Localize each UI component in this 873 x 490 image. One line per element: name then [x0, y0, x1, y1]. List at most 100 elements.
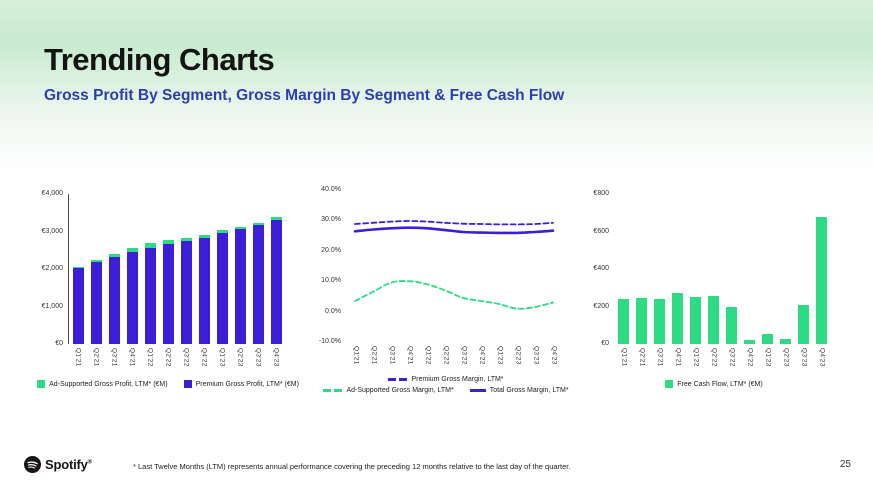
bar-segment	[108, 257, 120, 344]
x-axis-label: Q3'22	[728, 348, 736, 367]
x-axis-label: Q1'21	[620, 348, 628, 367]
legend-label: Ad-Supported Gross Profit, LTM* (€M)	[49, 380, 168, 388]
bar-segment	[761, 333, 773, 344]
bar-segment	[108, 253, 120, 257]
plot-area	[346, 190, 562, 342]
x-axis-label: Q2'21	[638, 348, 646, 367]
y-axis-label: 0.0%	[325, 307, 341, 315]
x-axis-label: Q1'23	[764, 348, 772, 367]
bar-segment	[653, 298, 665, 344]
legend-item: Free Cash Flow, LTM* (€M)	[665, 380, 763, 388]
bar-segment	[216, 232, 228, 344]
y-axis-label: 20.0%	[321, 246, 341, 254]
bar-slot	[213, 230, 231, 344]
x-axis-label: Q1'22	[424, 346, 432, 365]
y-axis-label: €200	[593, 302, 609, 310]
bar-slot	[668, 293, 686, 344]
bar-segment	[216, 230, 228, 233]
bar-segment	[72, 268, 84, 344]
x-axis-label: Q3'22	[460, 346, 468, 365]
x-axis: Q1'21 Q2'21 Q3'21 Q4'21 Q1'22 Q2'22 Q3'22 Q4'22…	[614, 348, 830, 367]
legend-line-marker	[469, 389, 486, 392]
bar-slot	[614, 299, 632, 344]
bar-slot	[231, 227, 249, 344]
x-axis-label: Q3'23	[532, 346, 540, 365]
x-axis: Q1'21 Q2'21 Q3'21 Q4'21 Q1'22 Q2'22 Q3'22 Q4'22…	[346, 346, 562, 365]
bar-slot	[686, 296, 704, 344]
x-axis-label: Q3'21	[656, 348, 664, 367]
bar-slot	[722, 307, 740, 344]
x-axis-label: Q3'22	[182, 348, 190, 367]
registered-mark: ®	[87, 459, 92, 466]
bar-segment	[671, 293, 683, 344]
bar-slot	[812, 217, 830, 344]
line-series	[354, 280, 554, 310]
spotify-logo-icon	[24, 456, 41, 473]
bar-slot	[87, 259, 105, 344]
y-axis-label: €400	[593, 265, 609, 272]
x-axis-label: Q1'23	[496, 346, 504, 365]
legend-item: Premium Gross Margin, LTM*	[388, 376, 504, 383]
x-axis-label: Q2'21	[370, 346, 378, 365]
legend: Ad-Supported Gross Profit, LTM* (€M) Prem…	[23, 380, 313, 388]
legend-label: Premium Gross Profit, LTM* (€M)	[195, 380, 299, 388]
legend: Premium Gross Margin, LTM* Ad-Supported G…	[301, 376, 591, 394]
x-axis-label: Q2'22	[710, 348, 718, 367]
x-axis-label: Q4'22	[200, 348, 208, 367]
x-axis-label: Q3'21	[110, 348, 118, 367]
y-axis: €0 €200 €400 €600 €800	[584, 190, 611, 347]
bar-segment	[617, 299, 629, 344]
bar-slot	[740, 340, 758, 344]
y-axis-label: -10.0%	[318, 338, 341, 345]
x-axis-label: Q4'21	[406, 346, 414, 365]
legend-dash-marker	[323, 389, 343, 392]
bar-slot	[249, 222, 267, 344]
bar-segment	[198, 234, 210, 238]
x-axis-label: Q4'23	[818, 348, 826, 367]
bar-slot	[650, 298, 668, 344]
bar-slot	[267, 216, 285, 344]
bar-segment	[144, 247, 156, 344]
bar-segment	[797, 304, 809, 344]
legend-swatch	[183, 380, 192, 388]
bar-segment	[270, 220, 282, 344]
y-axis-label: €600	[593, 227, 609, 235]
x-axis-label: Q1'21	[74, 348, 82, 367]
line-series	[353, 226, 555, 235]
x-axis-label: Q3'23	[254, 348, 262, 367]
bar-segment	[252, 224, 264, 344]
x-axis-label: Q2'23	[236, 348, 244, 367]
bar-segment	[198, 237, 210, 344]
x-axis-label: Q4'21	[128, 348, 136, 367]
bar-slot	[776, 339, 794, 344]
bar-slot	[632, 297, 650, 344]
bar-segment	[689, 296, 701, 344]
legend-row: Ad-Supported Gross Margin, LTM* Total Gro…	[323, 387, 569, 394]
x-axis-label: Q4'23	[272, 348, 280, 367]
y-axis: €0 €1,000 €2,000 €3,000 €4,000	[38, 190, 65, 347]
y-axis-label: €800	[593, 190, 609, 197]
x-axis-label: Q1'21	[352, 346, 360, 365]
x-axis-label: Q2'22	[442, 346, 450, 365]
bar-segment	[252, 222, 264, 225]
y-axis-label: €2,000	[41, 265, 63, 272]
y-axis-label: 30.0%	[321, 216, 341, 224]
footnote: * Last Twelve Months (LTM) represents an…	[133, 462, 571, 471]
bar-slot	[195, 234, 213, 344]
y-axis-label: €4,000	[41, 190, 63, 197]
legend-swatch	[37, 380, 46, 388]
y-axis-label: 40.0%	[321, 186, 341, 193]
x-axis-label: Q1'23	[218, 348, 226, 367]
legend-label: Free Cash Flow, LTM* (€M)	[677, 380, 763, 388]
bar-slot	[123, 248, 141, 344]
legend-label: Ad-Supported Gross Margin, LTM*	[346, 387, 454, 394]
legend-item: Ad-Supported Gross Margin, LTM*	[323, 387, 454, 394]
legend-swatch	[665, 380, 674, 388]
bar-segment	[72, 266, 84, 269]
x-axis-label: Q1'22	[146, 348, 154, 367]
bar-segment	[180, 237, 192, 241]
x-axis-label: Q4'22	[478, 346, 486, 365]
bar-segment	[90, 259, 102, 263]
line-chart-canvas	[353, 220, 555, 310]
x-axis-label: Q1'22	[692, 348, 700, 367]
